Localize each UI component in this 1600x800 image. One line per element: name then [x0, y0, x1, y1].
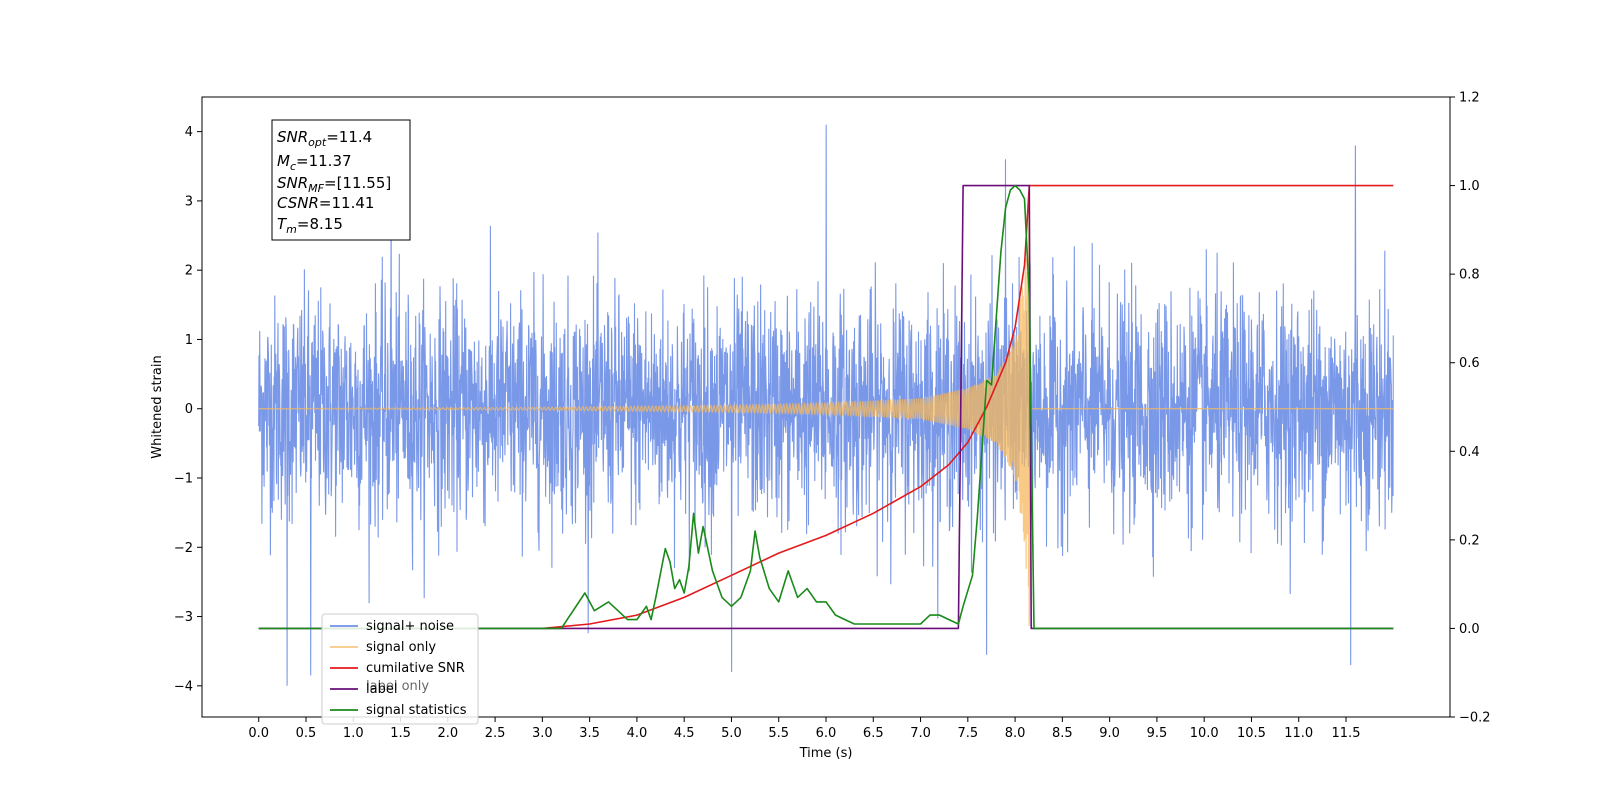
y-tick-label: −4 [174, 679, 193, 694]
x-tick-label: 8.5 [1052, 726, 1073, 741]
x-tick-label: 11.0 [1284, 726, 1313, 741]
legend-label: cumilative SNR [366, 661, 465, 676]
y-tick-label: 1 [185, 333, 193, 348]
info-csnr: CSNR=11.41 [277, 194, 374, 212]
info-mc: Mc=11.37 [277, 152, 352, 173]
x-tick-label: 9.0 [1099, 726, 1120, 741]
x-tick-label: 1.5 [390, 726, 411, 741]
x-tick-label: 0.0 [248, 726, 269, 741]
legend-frame [321, 613, 479, 725]
x-tick-label: 2.5 [485, 726, 506, 741]
x-tick-label: 8.0 [1005, 726, 1026, 741]
info-snr-opt: SNRopt=11.4 [277, 128, 372, 149]
x-tick-label: 10.5 [1237, 726, 1266, 741]
y2-axis-ticks: −0.2 0.0 0.2 0.4 0.6 0.8 1.0 1.2 [1450, 91, 1491, 726]
x-tick-label: 4.5 [674, 726, 695, 741]
legend-hidden-label: label only [366, 679, 429, 694]
x-tick-label: 5.5 [768, 726, 789, 741]
x-tick-label: 11.5 [1332, 726, 1361, 741]
y-axis-label: Whitened strain [150, 355, 165, 458]
y2-tick-label: 1.2 [1459, 91, 1480, 106]
y-tick-label: −1 [174, 472, 193, 487]
legend-label: signal statistics [366, 703, 467, 718]
legend-entries: signal+ noise signal only cumilative SNR la… [330, 619, 467, 718]
info-box: SNRopt=11.4 Mc=11.37 SNRMF=[11.55] CSNR=… [271, 119, 411, 241]
legend: label only signal+ noise signal only cumil… [321, 613, 479, 725]
x-tick-label: 6.5 [863, 726, 884, 741]
info-box-frame [271, 119, 411, 241]
legend-label: signal+ noise [366, 619, 454, 634]
legend-label: label [366, 682, 397, 697]
y-tick-label: 3 [185, 194, 193, 209]
x-tick-label: 1.0 [343, 726, 364, 741]
y-tick-label: 0 [185, 402, 193, 417]
y-tick-label: 2 [185, 264, 193, 279]
y2-tick-label: 0.4 [1459, 445, 1480, 460]
x-tick-label: 7.5 [957, 726, 978, 741]
x-tick-label: 4.0 [627, 726, 648, 741]
series-signal-statistics-line [258, 184, 1394, 630]
y2-tick-label: 0.8 [1459, 268, 1480, 283]
x-tick-label: 5.0 [721, 726, 742, 741]
x-tick-label: 10.0 [1190, 726, 1219, 741]
x-tick-label: 3.0 [532, 726, 553, 741]
x-axis-ticks: 0.0 0.5 1.0 1.5 2.0 2.5 3.0 3.5 4.0 4.5 5.0 5.5 6.0 6… [248, 717, 1360, 741]
y-tick-label: −3 [174, 610, 193, 625]
x-tick-label: 0.5 [296, 726, 317, 741]
legend-label: signal only [366, 640, 436, 655]
series-signal-only-line [258, 193, 1394, 626]
x-tick-label: 9.5 [1147, 726, 1168, 741]
series-cumilative-snr-line [542, 184, 1394, 630]
y2-tick-label: −0.2 [1459, 711, 1491, 726]
x-tick-label: 2.0 [437, 726, 458, 741]
y2-tick-label: 1.0 [1459, 179, 1480, 194]
y2-tick-label: 0.0 [1459, 622, 1480, 637]
y-tick-label: −2 [174, 541, 193, 556]
y2-tick-label: 0.6 [1459, 356, 1480, 371]
info-snr-mf: SNRMF=[11.55] [277, 174, 391, 195]
plot-area [258, 124, 1394, 686]
info-tm: Tm=8.15 [277, 215, 343, 236]
y-axis-ticks: −4 −3 −2 −1 0 1 2 3 4 [174, 125, 202, 694]
x-axis-label: Time (s) [799, 746, 853, 761]
x-tick-label: 6.0 [816, 726, 837, 741]
y2-tick-label: 0.2 [1459, 533, 1480, 548]
y-tick-label: 4 [185, 125, 193, 140]
series-signal-noise-line [258, 124, 1394, 686]
x-tick-label: 3.5 [579, 726, 600, 741]
x-tick-label: 7.0 [910, 726, 931, 741]
